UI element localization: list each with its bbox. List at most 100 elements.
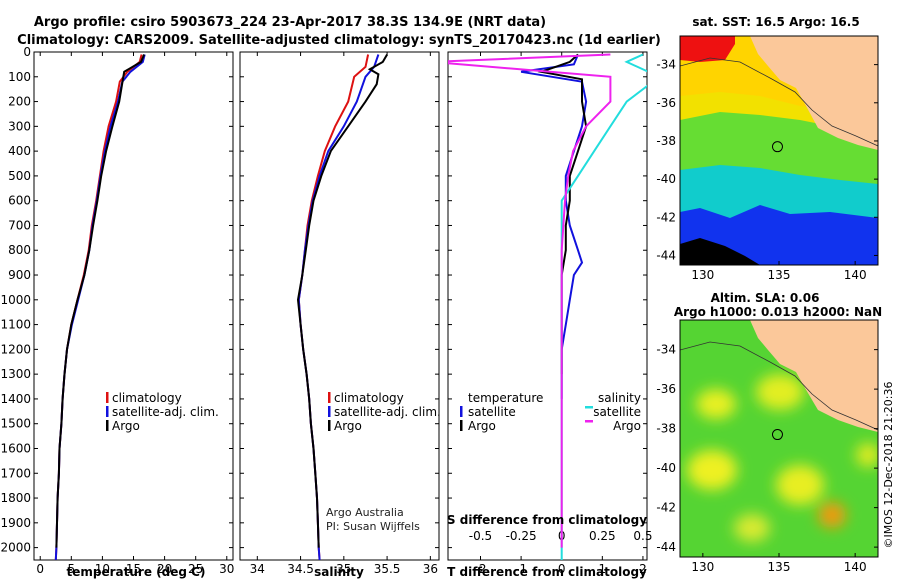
- sst-map-ticks: 130 135 140 -34 -36 -38 -40 -42 -44: [656, 58, 878, 282]
- sla-shelf-contour: [680, 341, 878, 431]
- legend-swatch-s-argo: [585, 420, 593, 423]
- map-y-tick-label: -36: [656, 382, 676, 396]
- y-tick-label: 100: [8, 70, 31, 84]
- y-tick-label: 1200: [0, 342, 31, 356]
- y-tick-label: 400: [8, 144, 31, 158]
- legend-swatch-t-satellite: [460, 406, 463, 417]
- map-x-tick-label: 140: [844, 560, 867, 574]
- y-tick-label: 900: [8, 268, 31, 282]
- temperature-ticks: 0 5 10 15 20 25 300100200300400500600700800900…: [0, 45, 234, 576]
- x-tick-label: 10: [95, 562, 110, 576]
- x-tick-label: 0: [558, 562, 566, 576]
- difference-panel: -2 -1 0 1 2-0.5 -0.25 0 0.25 0.5 temperature sal…: [447, 51, 652, 579]
- sst-dark-patch: [680, 238, 760, 265]
- series-line-satellite-adj-clim-: [54, 54, 146, 560]
- salinity-ticks: 34 34.5 35 35.5 36: [240, 51, 439, 576]
- salinity-axis-label: salinity: [314, 565, 364, 579]
- y-tick-label: 500: [8, 169, 31, 183]
- sst-red-patch: [680, 36, 735, 62]
- s-x-tick-label: -0.5: [469, 529, 492, 543]
- y-tick-label: 1000: [0, 293, 31, 307]
- map-x-tick-label: 135: [768, 560, 791, 574]
- salinity-lines: [296, 53, 388, 560]
- difference-ticks: -2 -1 0 1 2-0.5 -0.25 0 0.25 0.5: [448, 51, 652, 576]
- credit-org: Argo Australia: [326, 506, 404, 519]
- difference-legend: temperature salinity satellite Argo sate…: [460, 391, 641, 433]
- legend-swatch-argo: [106, 420, 109, 431]
- y-tick-label: 1300: [0, 367, 31, 381]
- legend-header-temperature: temperature: [468, 391, 543, 405]
- legend-swatch-climatology: [328, 392, 331, 403]
- imos-timestamp: ©IMOS 12-Dec-2018 21:20:36: [882, 382, 895, 549]
- series-line-argo: [296, 53, 388, 548]
- legend-swatch-satellite: [106, 406, 109, 417]
- sst-land: [750, 36, 878, 150]
- legend-label-s-satellite: satellite: [593, 405, 641, 419]
- x-tick-label: 34.5: [287, 562, 314, 576]
- x-tick-label: -1: [515, 562, 527, 576]
- x-tick-label: 36: [423, 562, 438, 576]
- y-tick-label: 700: [8, 218, 31, 232]
- map-y-tick-label: -44: [656, 540, 676, 554]
- map-y-tick-label: -40: [656, 461, 676, 475]
- sst-argo-marker: [771, 141, 783, 153]
- temperature-lines: [54, 54, 146, 560]
- legend-swatch-satellite: [328, 406, 331, 417]
- temperature-panel: 0 5 10 15 20 25 300100200300400500600700800900…: [0, 45, 234, 579]
- x-tick-label: 34: [250, 562, 265, 576]
- series-line-climatology: [297, 54, 370, 560]
- series-line-climatology: [54, 54, 143, 560]
- map-y-tick-label: -40: [656, 172, 676, 186]
- sla-high-patch: [818, 502, 846, 528]
- map-y-tick-label: -42: [656, 210, 676, 224]
- series-line-argo: [55, 54, 146, 548]
- legend-label-climatology: climatology: [112, 391, 182, 405]
- series-line-temperature-satellite: [520, 54, 588, 399]
- map-x-tick-label: 140: [844, 268, 867, 282]
- sla-map: Altim. SLA: 0.06 Argo h1000: 0.013 h2000…: [656, 291, 882, 574]
- x-tick-label: 35.5: [374, 562, 401, 576]
- sla-map-subtitle: Argo h1000: 0.013 h2000: NaN: [674, 305, 882, 319]
- sla-map-title: Altim. SLA: 0.06: [711, 291, 820, 305]
- x-tick-label: 15: [126, 562, 141, 576]
- series-line-salinity-argo: [448, 53, 612, 548]
- sla-map-ticks: 130 135 140 -34 -36 -38 -40 -42 -44: [656, 343, 878, 574]
- legend-label-satellite-adj: satellite-adj. clim.: [334, 405, 441, 419]
- map-y-tick-label: -44: [656, 248, 676, 262]
- series-line-salinity-satellite: [560, 53, 647, 560]
- map-y-tick-label: -38: [656, 422, 676, 436]
- map-x-tick-label: 135: [768, 268, 791, 282]
- map-x-tick-label: 130: [691, 268, 714, 282]
- sla-high-patch: [687, 450, 737, 490]
- x-tick-label: 25: [188, 562, 203, 576]
- sst-map: sat. SST: 16.5 Argo: 16.5 130 135 140 -34 -3…: [656, 15, 879, 282]
- s-x-tick-label: 0.25: [589, 529, 616, 543]
- map-y-tick-label: -42: [656, 501, 676, 515]
- y-tick-label: 1100: [0, 318, 31, 332]
- y-tick-label: 300: [8, 119, 31, 133]
- y-tick-label: 200: [8, 95, 31, 109]
- legend-header-salinity: salinity: [598, 391, 641, 405]
- legend-label-argo: Argo: [334, 419, 362, 433]
- t-difference-axis-label: T difference from climatology: [447, 565, 647, 579]
- y-tick-label: 1800: [0, 491, 31, 505]
- series-line-satellite-adj-clim-: [297, 54, 380, 560]
- map-y-tick-label: -36: [656, 96, 676, 110]
- x-tick-label: 20: [157, 562, 172, 576]
- sla-high-patch: [696, 389, 736, 419]
- legend-swatch-t-argo: [460, 420, 463, 431]
- y-tick-label: 1900: [0, 516, 31, 530]
- legend-label-t-argo: Argo: [468, 419, 496, 433]
- figure-title-line1: Argo profile: csiro 5903673_224 23-Apr-2…: [34, 15, 546, 30]
- sla-high-patch: [734, 514, 770, 542]
- y-tick-label: 0: [23, 45, 31, 59]
- difference-lines: [448, 53, 647, 560]
- y-tick-label: 1700: [0, 466, 31, 480]
- temperature-legend: climatology satellite-adj. clim. Argo: [106, 391, 219, 433]
- salinity-panel: 34 34.5 35 35.5 36 climatology satellite-adj…: [239, 51, 441, 579]
- x-tick-label: 0: [36, 562, 44, 576]
- x-tick-label: 2: [639, 562, 647, 576]
- legend-label-argo: Argo: [112, 419, 140, 433]
- x-tick-label: -2: [475, 562, 487, 576]
